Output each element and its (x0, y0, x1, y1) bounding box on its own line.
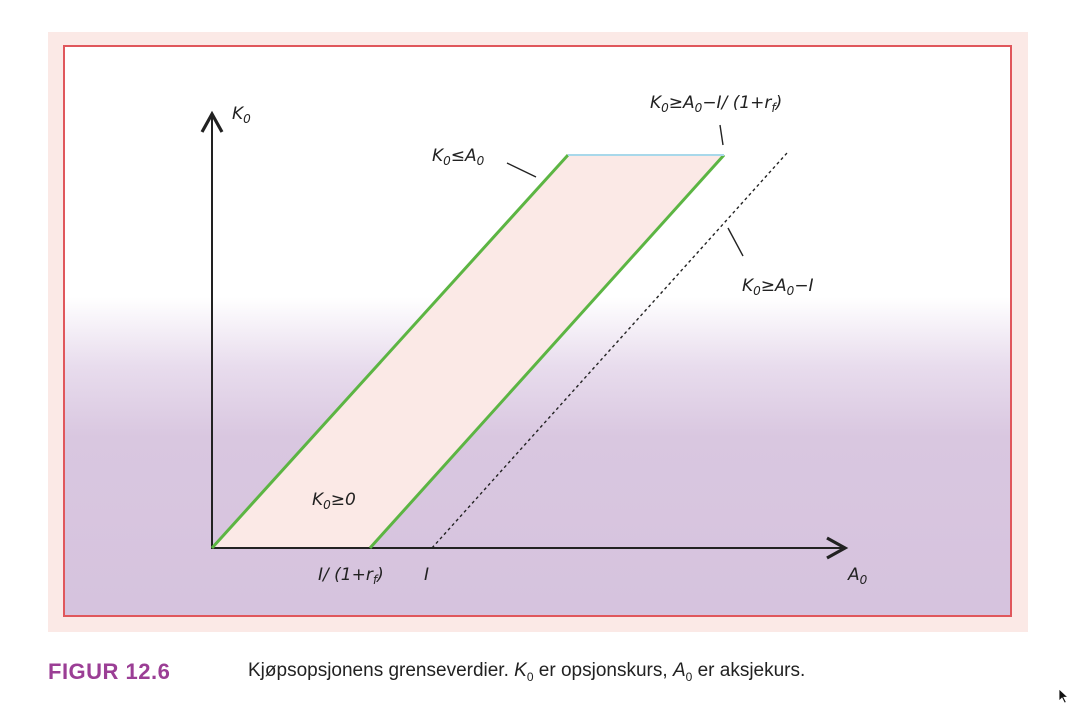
leader-upper-bound (506, 162, 537, 178)
nonneg-label: K0≥0 (312, 490, 356, 512)
lower-bound-rf-label: K0≥A0−I/ (1+rf) (650, 93, 782, 115)
lower-bound-plain-label: K0≥A0−I (742, 276, 814, 298)
y-axis-label: K0 (232, 104, 251, 126)
figure-caption: FIGUR 12.6 Kjøpsopsjonens grenseverdier.… (48, 656, 1028, 688)
tick-label-i: I (424, 565, 429, 585)
leader-lower-bound-plain (727, 227, 744, 257)
upper-bound-label: K0≤A0 (432, 146, 485, 168)
mouse-cursor-icon (1058, 688, 1070, 704)
tick-label-i-over-rf: I/ (1+rf) (318, 565, 384, 587)
upper-bound-line (210, 153, 570, 550)
leader-lower-bound-rf (719, 124, 724, 146)
lower-bound-plain-line (431, 152, 788, 549)
feasible-region (212, 155, 724, 548)
caption-text: Kjøpsopsjonens grenseverdier. K0 er opsj… (248, 660, 806, 684)
figure-number: FIGUR 12.6 (48, 659, 171, 684)
lower-bound-rf-line (368, 153, 726, 550)
x-axis-label: A0 (847, 565, 868, 587)
